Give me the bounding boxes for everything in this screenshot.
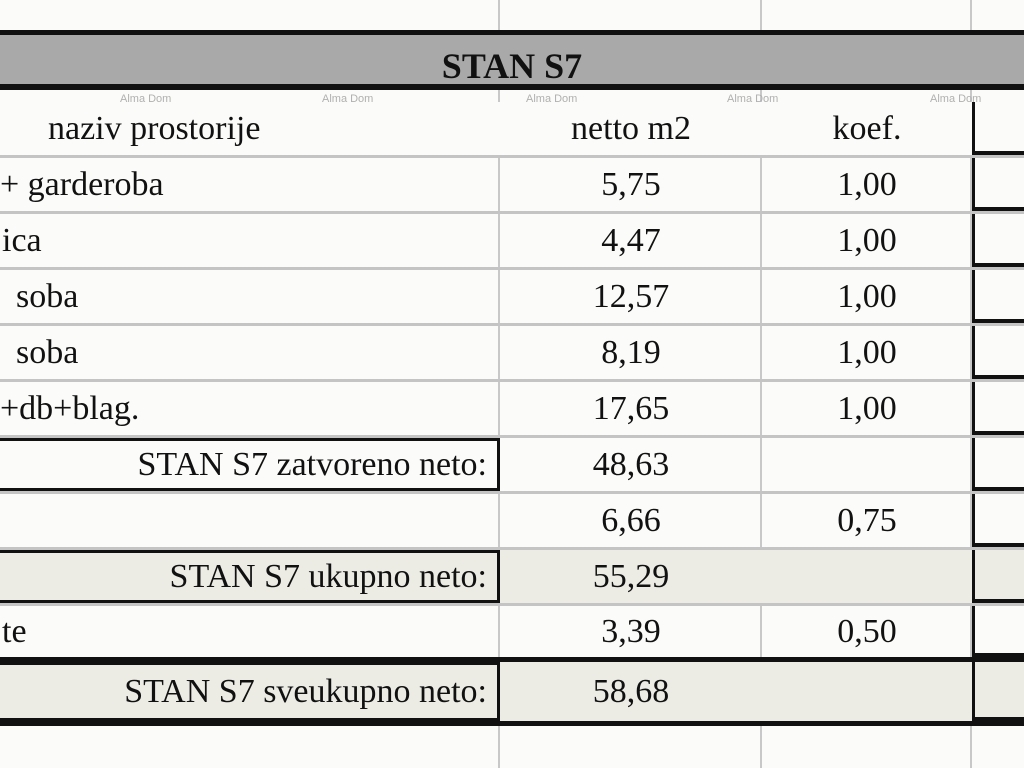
koef-value: 1,00	[837, 165, 897, 203]
room-name: +db+blag.	[0, 389, 140, 427]
koef-value: 1,00	[837, 277, 897, 315]
table-row: + garderoba 5,75 1,00	[0, 158, 1024, 214]
netto-value: 55,29	[592, 557, 670, 595]
cell	[972, 550, 1024, 603]
header-cell: koef.	[832, 109, 902, 147]
table-row: soba 12,57 1,00	[0, 270, 1024, 326]
cell	[972, 494, 1024, 547]
table-row: soba 8,19 1,00	[0, 326, 1024, 382]
cell	[972, 102, 1024, 155]
room-name: + garderoba	[0, 165, 164, 203]
netto-value: 17,65	[592, 389, 670, 427]
grid-line	[760, 0, 762, 768]
netto-value: 3,39	[601, 612, 661, 650]
grid-line	[970, 0, 972, 768]
room-name: STAN S7 ukupno neto:	[0, 550, 500, 603]
netto-value: 12,57	[592, 277, 670, 315]
netto-value: 4,47	[601, 221, 661, 259]
cell	[972, 438, 1024, 491]
cell	[972, 606, 1024, 657]
room-name: STAN S7 sveukupno neto:	[0, 662, 500, 721]
cell	[972, 270, 1024, 323]
grid-line	[498, 0, 500, 768]
table-row: STAN S7 sveukupno neto: 58,68	[0, 662, 1024, 726]
cell	[972, 214, 1024, 267]
koef-value: 1,00	[837, 221, 897, 259]
netto-value: 5,75	[601, 165, 661, 203]
netto-value: 48,63	[592, 445, 670, 483]
koef-value: 0,50	[837, 612, 897, 650]
title: STAN S7	[441, 46, 583, 86]
room-name: STAN S7 zatvoreno neto:	[0, 438, 500, 491]
cell	[972, 662, 1024, 721]
table-row: te 3,39 0,50	[0, 606, 1024, 662]
table-row: ica 4,47 1,00	[0, 214, 1024, 270]
netto-value: 8,19	[601, 333, 661, 371]
koef-value: 1,00	[837, 333, 897, 371]
room-name: soba	[16, 333, 79, 371]
room-name: soba	[16, 277, 79, 315]
table-row: STAN S7 zatvoreno neto: 48,63	[0, 438, 1024, 494]
cell	[972, 382, 1024, 435]
table-row: +db+blag. 17,65 1,00	[0, 382, 1024, 438]
room-name: ica	[2, 221, 42, 259]
table-row: STAN S7 ukupno neto: 55,29	[0, 550, 1024, 606]
table-row: 6,66 0,75	[0, 494, 1024, 550]
room-name: te	[2, 612, 27, 650]
title-bar: STAN S7	[0, 30, 1024, 90]
netto-value: 58,68	[592, 672, 670, 710]
koef-value: 1,00	[837, 389, 897, 427]
cell	[972, 326, 1024, 379]
header-cell: naziv prostorije	[48, 109, 261, 147]
room-name	[0, 494, 500, 547]
cell	[972, 158, 1024, 211]
koef-value	[762, 438, 972, 491]
koef-value: 0,75	[837, 501, 897, 539]
koef-value	[762, 662, 972, 721]
netto-value: 6,66	[601, 501, 661, 539]
header-cell: netto m2	[571, 109, 691, 147]
header-row: naziv prostorije netto m2 koef.	[0, 102, 1024, 158]
koef-value	[762, 550, 972, 603]
